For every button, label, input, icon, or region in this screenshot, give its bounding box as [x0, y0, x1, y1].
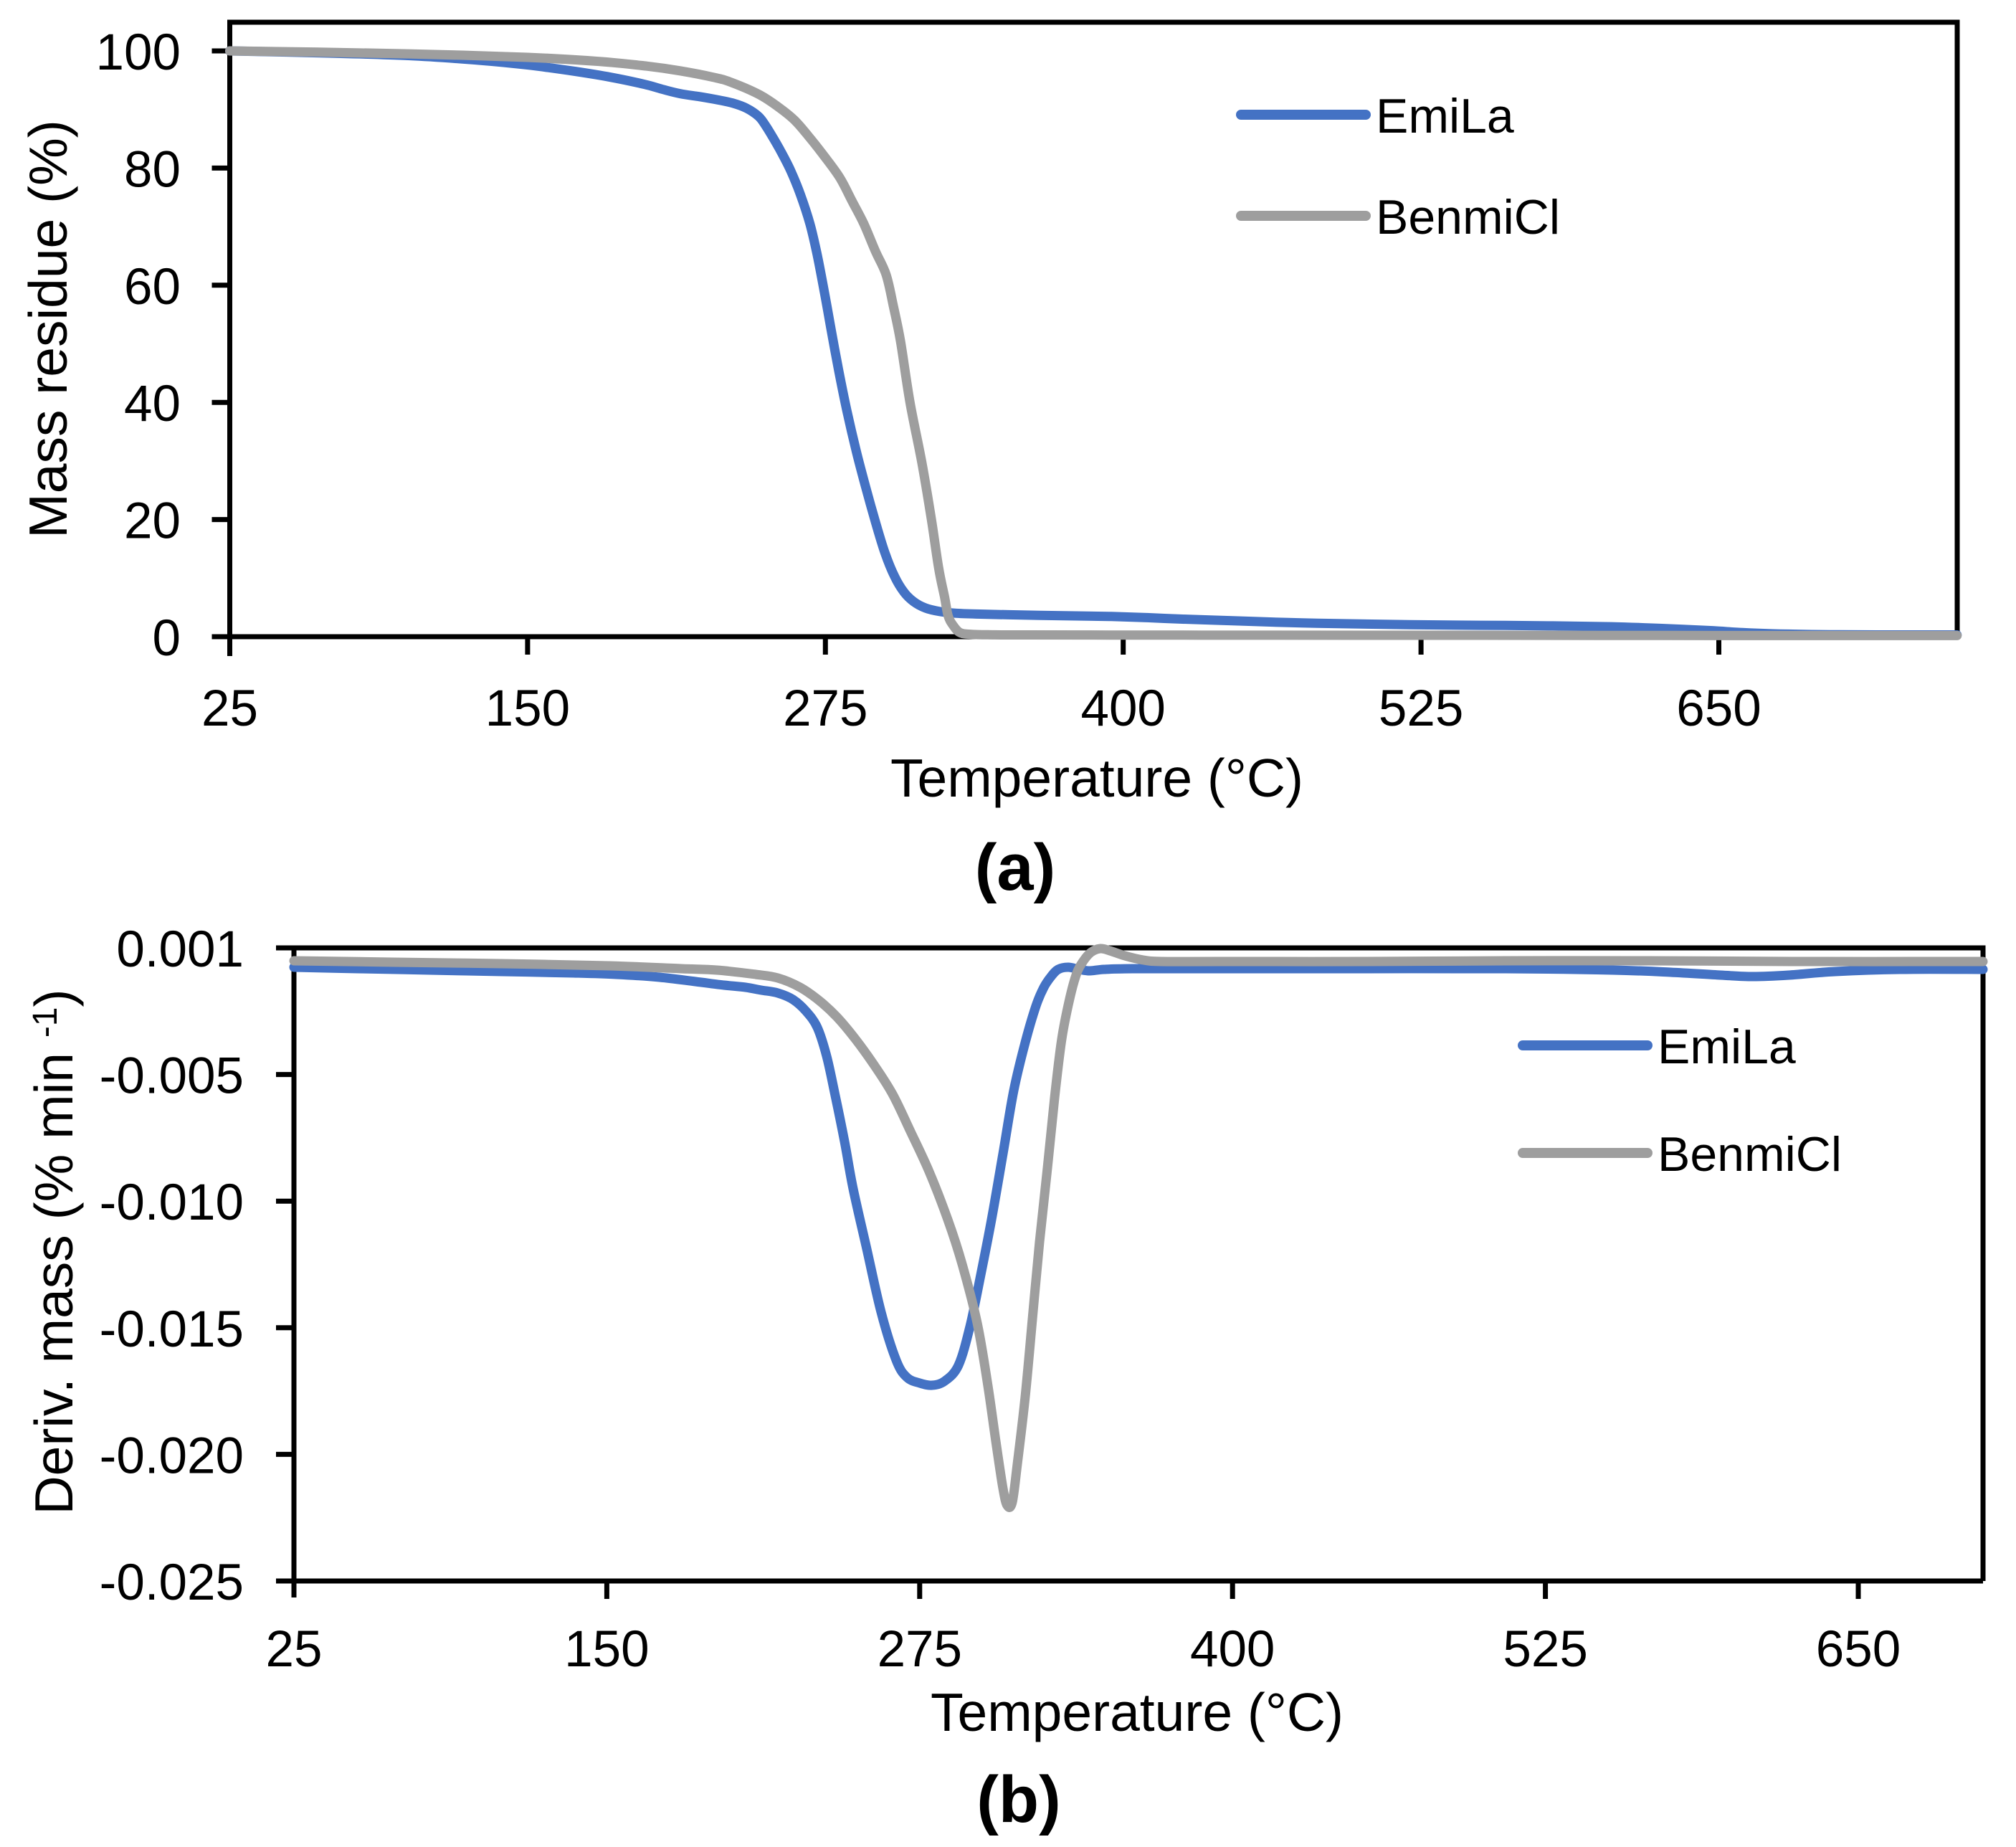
svg-text:0.001: 0.001	[116, 921, 244, 978]
svg-text:EmiLa: EmiLa	[1376, 89, 1514, 143]
svg-text:525: 525	[1503, 1621, 1587, 1678]
svg-text:BenmiCl: BenmiCl	[1658, 1127, 1842, 1182]
svg-text:-0.010: -0.010	[100, 1174, 244, 1231]
svg-text:275: 275	[783, 680, 867, 737]
svg-text:100: 100	[96, 24, 181, 81]
svg-text:-0.025: -0.025	[100, 1554, 244, 1611]
svg-text:Temperature (°C): Temperature (°C)	[890, 748, 1303, 808]
svg-text:(a): (a)	[975, 831, 1055, 904]
svg-text:150: 150	[485, 680, 570, 737]
svg-text:Mass residue (%): Mass residue (%)	[18, 120, 78, 538]
svg-text:-0.015: -0.015	[100, 1301, 244, 1358]
svg-text:(b): (b)	[976, 1763, 1060, 1836]
svg-text:275: 275	[878, 1621, 962, 1678]
svg-text:25: 25	[201, 680, 258, 737]
svg-text:400: 400	[1190, 1621, 1275, 1678]
svg-text:BenmiCl: BenmiCl	[1376, 190, 1560, 244]
svg-text:Temperature (°C): Temperature (°C)	[931, 1682, 1344, 1742]
svg-text:60: 60	[124, 259, 181, 315]
svg-text:80: 80	[124, 141, 181, 198]
svg-text:650: 650	[1816, 1621, 1901, 1678]
svg-text:Deriv. mass (% min -1): Deriv. mass (% min -1)	[24, 989, 84, 1514]
svg-text:150: 150	[564, 1621, 649, 1678]
svg-text:400: 400	[1080, 680, 1165, 737]
svg-text:-0.020: -0.020	[100, 1428, 244, 1484]
svg-text:525: 525	[1379, 680, 1463, 737]
svg-text:25: 25	[266, 1621, 323, 1678]
svg-text:0: 0	[153, 610, 181, 667]
svg-text:-0.005: -0.005	[100, 1048, 244, 1105]
svg-text:EmiLa: EmiLa	[1658, 1020, 1796, 1074]
svg-text:650: 650	[1676, 680, 1761, 737]
svg-text:40: 40	[124, 376, 181, 432]
svg-text:20: 20	[124, 493, 181, 550]
